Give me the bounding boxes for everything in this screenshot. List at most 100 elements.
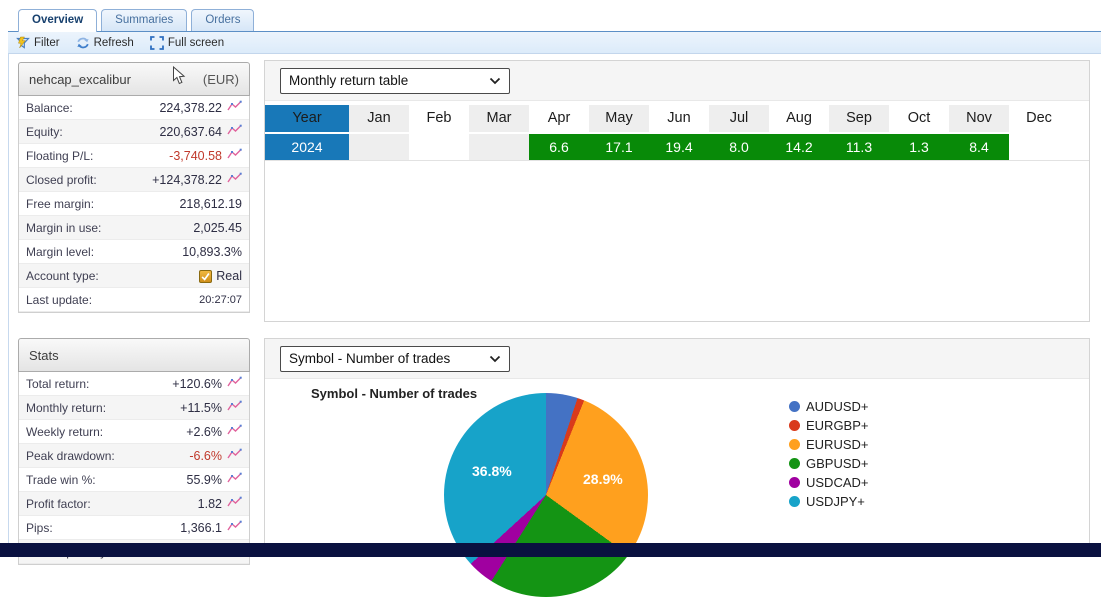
monthly-return-cell: 6.6 xyxy=(529,134,589,160)
row-value: 224,378.22 xyxy=(159,100,222,115)
row-value: 10,893.3% xyxy=(182,244,242,259)
row-label: Monthly return: xyxy=(26,400,107,415)
monthly-return-cell: 14.2 xyxy=(769,134,829,160)
chevron-down-icon xyxy=(489,351,501,366)
sparkline-chart-icon[interactable] xyxy=(222,471,242,489)
sparkline-chart-icon[interactable] xyxy=(222,399,242,417)
account-panel-header: nehcap_excalibur (EUR) xyxy=(18,62,250,96)
symbol-view-dropdown[interactable]: Symbol - Number of trades xyxy=(280,345,510,372)
pie-slice-label: 36.8% xyxy=(471,463,512,480)
symbol-panel-header: Symbol - Number of trades xyxy=(265,339,1089,379)
legend-label: GBPUSD+ xyxy=(806,456,869,471)
sparkline-chart-icon[interactable] xyxy=(222,375,242,393)
legend-label: USDJPY+ xyxy=(806,494,865,509)
month-header-cell: Oct xyxy=(907,110,931,126)
row-label: Margin in use: xyxy=(26,220,102,235)
sparkline-chart-icon[interactable] xyxy=(222,495,242,513)
tab-overview[interactable]: Overview xyxy=(18,9,98,32)
legend-label: AUDUSD+ xyxy=(806,399,869,414)
fullscreen-label: Full screen xyxy=(167,36,225,49)
legend-item[interactable]: USDCAD+ xyxy=(789,473,869,492)
monthly-panel: Monthly return table Year Jan Feb Mar Apr May… xyxy=(264,60,1090,322)
month-header-cell: Feb xyxy=(426,110,452,126)
month-header-cell: Nov xyxy=(949,105,1009,132)
stats-panel-header: Stats xyxy=(18,338,250,372)
bottom-navy-bar xyxy=(0,543,1101,557)
sparkline-chart-icon[interactable] xyxy=(222,447,242,465)
refresh-button[interactable]: Refresh xyxy=(76,36,134,50)
stat-row: Balance: 224,378.22 xyxy=(19,96,249,120)
table-header-row: Year Jan Feb Mar Apr May Jun Jul Aug Sep Oct Nov Dec xyxy=(265,105,1089,132)
legend-item[interactable]: EURGBP+ xyxy=(789,416,869,435)
account-rows: Balance: 224,378.22 Equity: 220,637.64 Float… xyxy=(18,96,250,313)
pie-slice-label: 28.9% xyxy=(583,470,623,487)
sparkline-chart-icon[interactable] xyxy=(222,147,242,165)
sparkline-chart-icon[interactable] xyxy=(222,171,242,189)
filter-button[interactable]: Filter xyxy=(16,36,60,50)
account-panel: nehcap_excalibur (EUR) Balance: 224,378.2… xyxy=(18,62,250,313)
legend-label: EURGBP+ xyxy=(806,418,869,433)
row-value: -3,740.58 xyxy=(169,148,222,163)
stat-row: Trade win %: 55.9% xyxy=(19,468,249,492)
legend-item[interactable]: GBPUSD+ xyxy=(789,454,869,473)
sparkline-chart-icon[interactable] xyxy=(222,99,242,117)
legend-color-dot xyxy=(789,420,800,431)
empty-return-cell xyxy=(469,134,529,160)
month-header-cell: Jul xyxy=(709,105,769,132)
month-header-cell: Dec xyxy=(1026,110,1052,126)
stat-row: Weekly return: +2.6% xyxy=(19,420,249,444)
row-value: 55.9% xyxy=(186,472,222,487)
stat-row: Closed profit: +124,378.22 xyxy=(19,168,249,192)
year-header-cell: Year xyxy=(265,105,349,132)
monthly-return-cell: 8.4 xyxy=(949,134,1009,160)
stat-row: Floating P/L: -3,740.58 xyxy=(19,144,249,168)
pie-chart[interactable] xyxy=(444,393,648,597)
legend-color-dot xyxy=(789,401,800,412)
row-value: Real xyxy=(199,269,242,283)
row-value: +11.5% xyxy=(180,400,222,415)
row-value: +2.6% xyxy=(186,424,222,439)
monthly-return-cell: 1.3 xyxy=(889,134,949,160)
row-label: Trade win %: xyxy=(26,472,96,487)
legend-item[interactable]: AUDUSD+ xyxy=(789,397,869,416)
sparkline-chart-icon[interactable] xyxy=(222,423,242,441)
account-type-checkbox[interactable] xyxy=(199,269,213,283)
row-label: Total return: xyxy=(26,376,90,391)
legend-item[interactable]: EURUSD+ xyxy=(789,435,869,454)
row-value: -6.6% xyxy=(189,448,222,463)
tab-orders[interactable]: Orders xyxy=(191,9,255,31)
stat-row: Peak drawdown: -6.6% xyxy=(19,444,249,468)
row-label: Balance: xyxy=(26,100,73,115)
row-label: Profit factor: xyxy=(26,496,91,511)
month-header-cell: Aug xyxy=(786,110,812,126)
empty-return-cell xyxy=(349,134,409,160)
table-row: 2024 6.6 17.1 19.4 8.0 14.2 11.3 1.3 8.4 xyxy=(265,134,1089,161)
row-value: 220,637.64 xyxy=(159,124,222,139)
legend-item[interactable]: USDJPY+ xyxy=(789,492,869,511)
month-header-cell: Jun xyxy=(667,110,691,126)
monthly-dropdown-value: Monthly return table xyxy=(289,73,409,88)
row-value: +120.6% xyxy=(172,376,222,391)
sparkline-chart-icon[interactable] xyxy=(222,519,242,537)
tab-summaries[interactable]: Summaries xyxy=(101,9,188,31)
pie-legend: AUDUSD+ EURGBP+ EURUSD+ GBPUSD+ USDCAD+ USDJP… xyxy=(789,397,869,511)
year-cell: 2024 xyxy=(265,134,349,160)
tab-bar: Overview Summaries Orders xyxy=(18,9,255,32)
refresh-icon xyxy=(76,36,90,50)
stat-row: Margin in use: 2,025.45 xyxy=(19,216,249,240)
row-value: 218,612.19 xyxy=(179,196,242,211)
toolbar: Filter Refresh Full screen xyxy=(8,31,1101,54)
month-header-cell: Sep xyxy=(829,105,889,132)
fullscreen-button[interactable]: Full screen xyxy=(149,35,225,50)
row-value: 2,025.45 xyxy=(193,220,242,235)
pie-chart-area: Symbol - Number of trades AUDUSD+ EURGBP+… xyxy=(265,379,1089,597)
row-label: Margin level: xyxy=(26,244,95,259)
stats-panel: Stats Total return: +120.6% Monthly return… xyxy=(18,338,250,565)
sparkline-chart-icon[interactable] xyxy=(222,123,242,141)
monthly-return-table: Year Jan Feb Mar Apr May Jun Jul Aug Sep Oct Nov Dec… xyxy=(265,105,1089,161)
row-label: Weekly return: xyxy=(26,424,104,439)
empty-return-cell xyxy=(409,134,469,160)
row-value: 20:27:07 xyxy=(199,293,242,306)
stat-row: Last update: 20:27:07 xyxy=(19,288,249,312)
monthly-view-dropdown[interactable]: Monthly return table xyxy=(280,67,510,94)
